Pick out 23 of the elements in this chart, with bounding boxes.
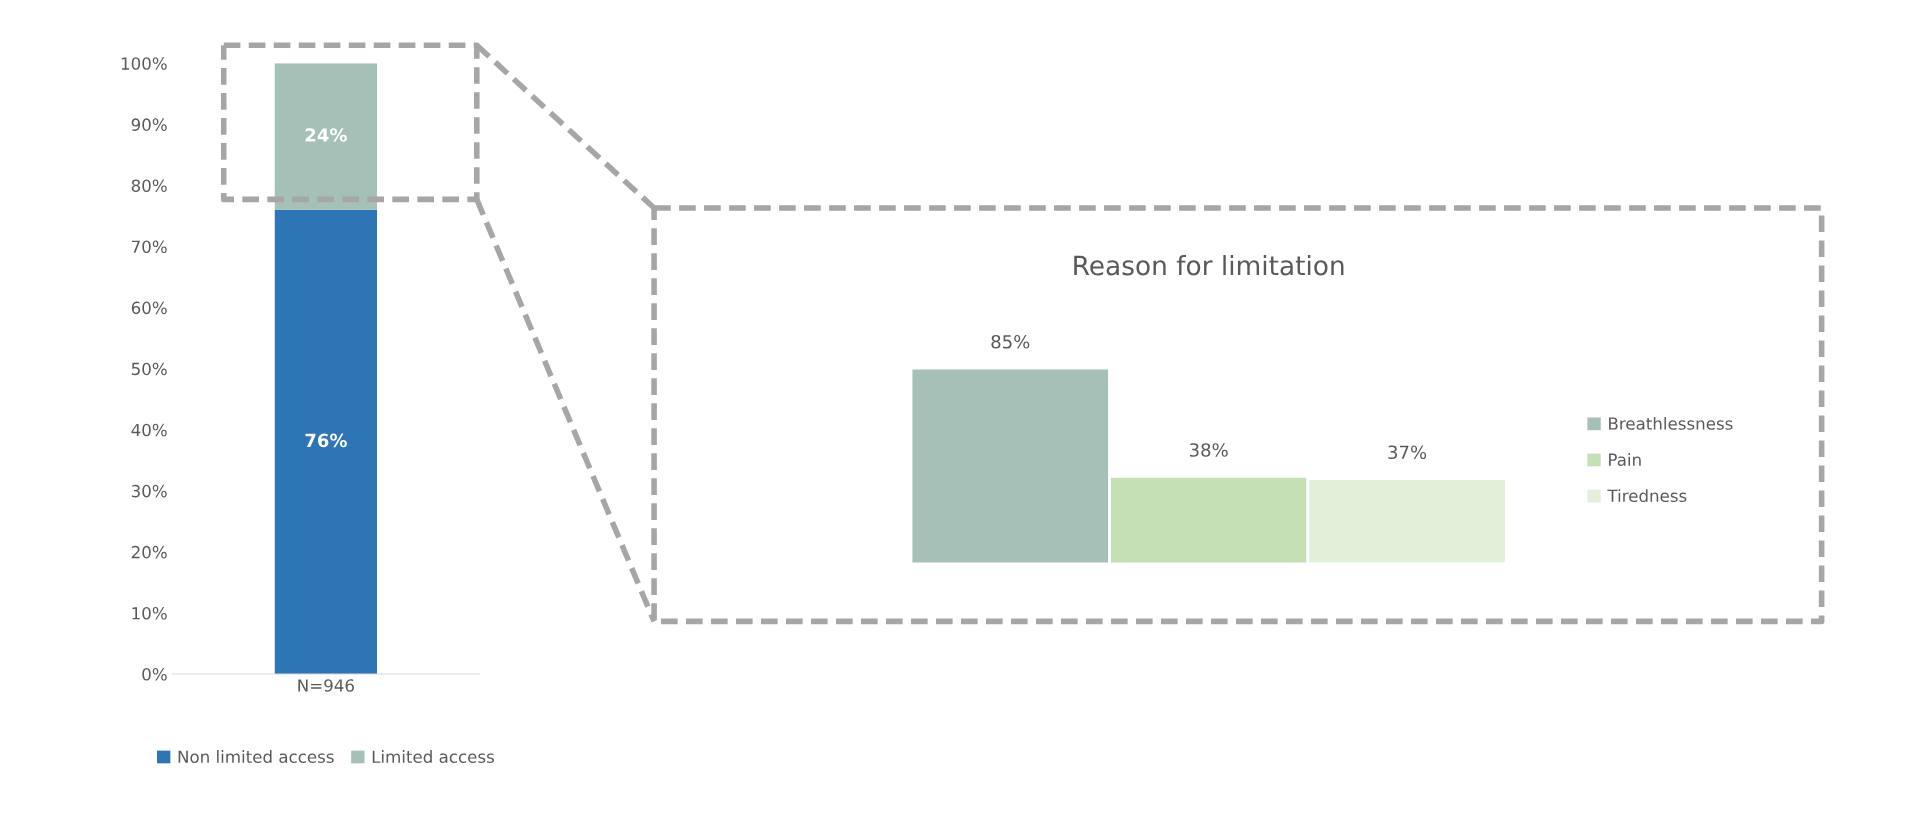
legend-label: Pain [1609, 453, 1641, 466]
y-tick-label: 70% [131, 240, 167, 254]
legend-label: Non limited access [178, 750, 334, 764]
y-tick-label: 20% [131, 545, 167, 559]
data-label: 37% [1388, 445, 1427, 460]
legend-label: Breathlessness [1609, 416, 1733, 430]
x-tick-label: N=946 [298, 679, 354, 692]
y-tick-label: 0% [142, 668, 167, 681]
data-label: 24% [305, 128, 347, 142]
data-label: 85% [991, 334, 1030, 349]
legend-label: Limited access [372, 750, 494, 764]
y-tick-label: 10% [132, 606, 167, 620]
y-tick-label: 90% [131, 118, 167, 131]
chart-title: Reason for limitation [1074, 255, 1344, 276]
y-tick-label: 60% [131, 301, 167, 315]
y-tick-label: 50% [131, 362, 167, 376]
legend-label: Tiredness [1607, 489, 1687, 503]
y-tick-label: 30% [131, 484, 167, 498]
y-tick-label: 40% [131, 423, 167, 437]
data-label: 76% [305, 433, 347, 448]
y-tick-label: 80% [131, 179, 167, 193]
data-label: 38% [1189, 443, 1228, 457]
y-tick-label: 100% [121, 57, 167, 70]
